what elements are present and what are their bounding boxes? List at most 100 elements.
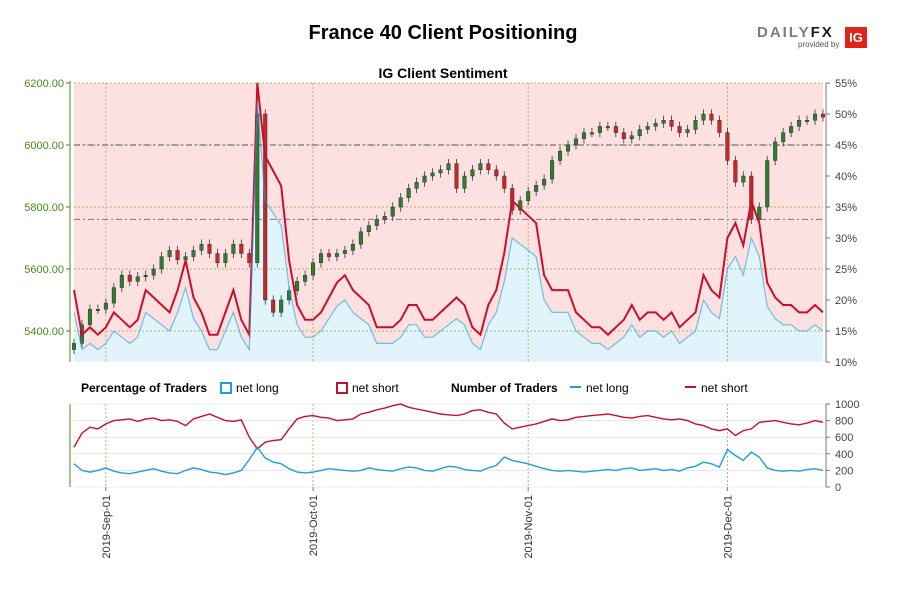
legend-pct-title: Percentage of Traders (81, 381, 207, 395)
pct-tick-label: 15% (835, 326, 857, 338)
candle (183, 256, 188, 260)
candle (494, 169, 499, 177)
candle (534, 185, 539, 192)
pct-tick-label: 55% (835, 78, 857, 90)
date-tick-label: 2019-Sep-01 (101, 495, 113, 559)
candle (621, 132, 626, 140)
candle (741, 175, 746, 183)
candle (430, 172, 435, 177)
candle (781, 132, 786, 143)
candle (326, 253, 331, 257)
net-long-count-line (73, 445, 824, 476)
candle (263, 113, 268, 301)
legend-pct-short-label: net short (352, 381, 399, 395)
x-axis: 2019-Sep-01 2019-Oct-01 2019-Nov-01 2019-De… (101, 487, 734, 559)
candle (87, 309, 92, 325)
net-short-line (73, 82, 824, 339)
legend-num-title: Number of Traders (451, 381, 558, 395)
page-title: France 40 Client Positioning (308, 22, 578, 44)
net-long-area (74, 101, 823, 362)
candle (366, 225, 371, 233)
candle (95, 309, 100, 311)
candle (279, 299, 284, 313)
candle (725, 132, 730, 161)
candle (231, 243, 236, 254)
candle (797, 119, 802, 127)
ig-badge: IG (845, 27, 867, 48)
candle (749, 175, 754, 220)
candle (629, 135, 634, 139)
candle (199, 243, 204, 251)
pct-tick-label: 35% (835, 202, 857, 214)
candle (127, 275, 132, 282)
candle (295, 281, 300, 291)
count-tick-label: 1000 (835, 399, 859, 411)
pct-tick-label: 30% (835, 233, 857, 245)
date-tick-label: 2019-Oct-01 (308, 495, 320, 556)
legend-pct-short-swatch (336, 382, 348, 394)
candle (207, 243, 212, 254)
logo-wordmark: DAILYFX (757, 24, 834, 41)
candle (653, 123, 658, 127)
candle (597, 126, 602, 133)
count-tick-label: 600 (835, 432, 853, 444)
candle (581, 132, 586, 140)
count-tick-label: 0 (835, 482, 841, 494)
net-long-line (73, 101, 824, 352)
candle (470, 169, 475, 177)
price-tick-label: 6000.00 (24, 140, 64, 152)
candle (111, 287, 116, 304)
candle (151, 268, 156, 276)
candle (311, 262, 316, 276)
candle (637, 129, 642, 136)
pct-tick-label: 25% (835, 264, 857, 276)
candle (334, 253, 339, 257)
candle (717, 119, 722, 133)
candle (382, 216, 387, 220)
logo-provided-by: provided by (798, 40, 840, 49)
candle (438, 169, 443, 174)
legend-row: Percentage of Traders net long net short… (81, 381, 748, 395)
candle (677, 126, 682, 133)
candle (303, 275, 308, 282)
date-tick-label: 2019-Dec-01 (722, 495, 734, 559)
candle (191, 250, 196, 257)
candle (119, 275, 124, 288)
candle (701, 113, 706, 121)
candle (558, 150, 563, 161)
price-tick-label: 5400.00 (24, 326, 64, 338)
candle (350, 243, 355, 251)
candle (709, 113, 714, 121)
candle (773, 141, 778, 161)
candle (71, 343, 76, 350)
candle (239, 243, 244, 254)
candle (605, 126, 610, 129)
pct-tick-label: 20% (835, 295, 857, 307)
legend-pct-long-label: net long (236, 381, 279, 395)
candle (358, 231, 363, 245)
candle (789, 126, 794, 133)
candle (765, 160, 770, 208)
pct-tick-label: 45% (835, 140, 857, 152)
candle (135, 276, 140, 282)
candle (645, 126, 650, 130)
candle (175, 250, 180, 260)
candle (215, 253, 220, 264)
count-tick-label: 400 (835, 449, 853, 461)
candle (319, 253, 324, 264)
candle (813, 113, 818, 121)
candle (486, 163, 491, 171)
candle (526, 191, 531, 202)
legend-num-short-label: net short (701, 381, 748, 395)
candle (821, 113, 826, 118)
dailyfx-logo: DAILYFX provided by IG (757, 24, 869, 50)
candle (462, 175, 467, 189)
candle (550, 160, 555, 180)
candle (406, 188, 411, 198)
candle (167, 250, 172, 257)
candle (542, 178, 547, 186)
candle (566, 144, 571, 152)
candle (454, 163, 459, 189)
net-short-count-line (73, 403, 824, 450)
